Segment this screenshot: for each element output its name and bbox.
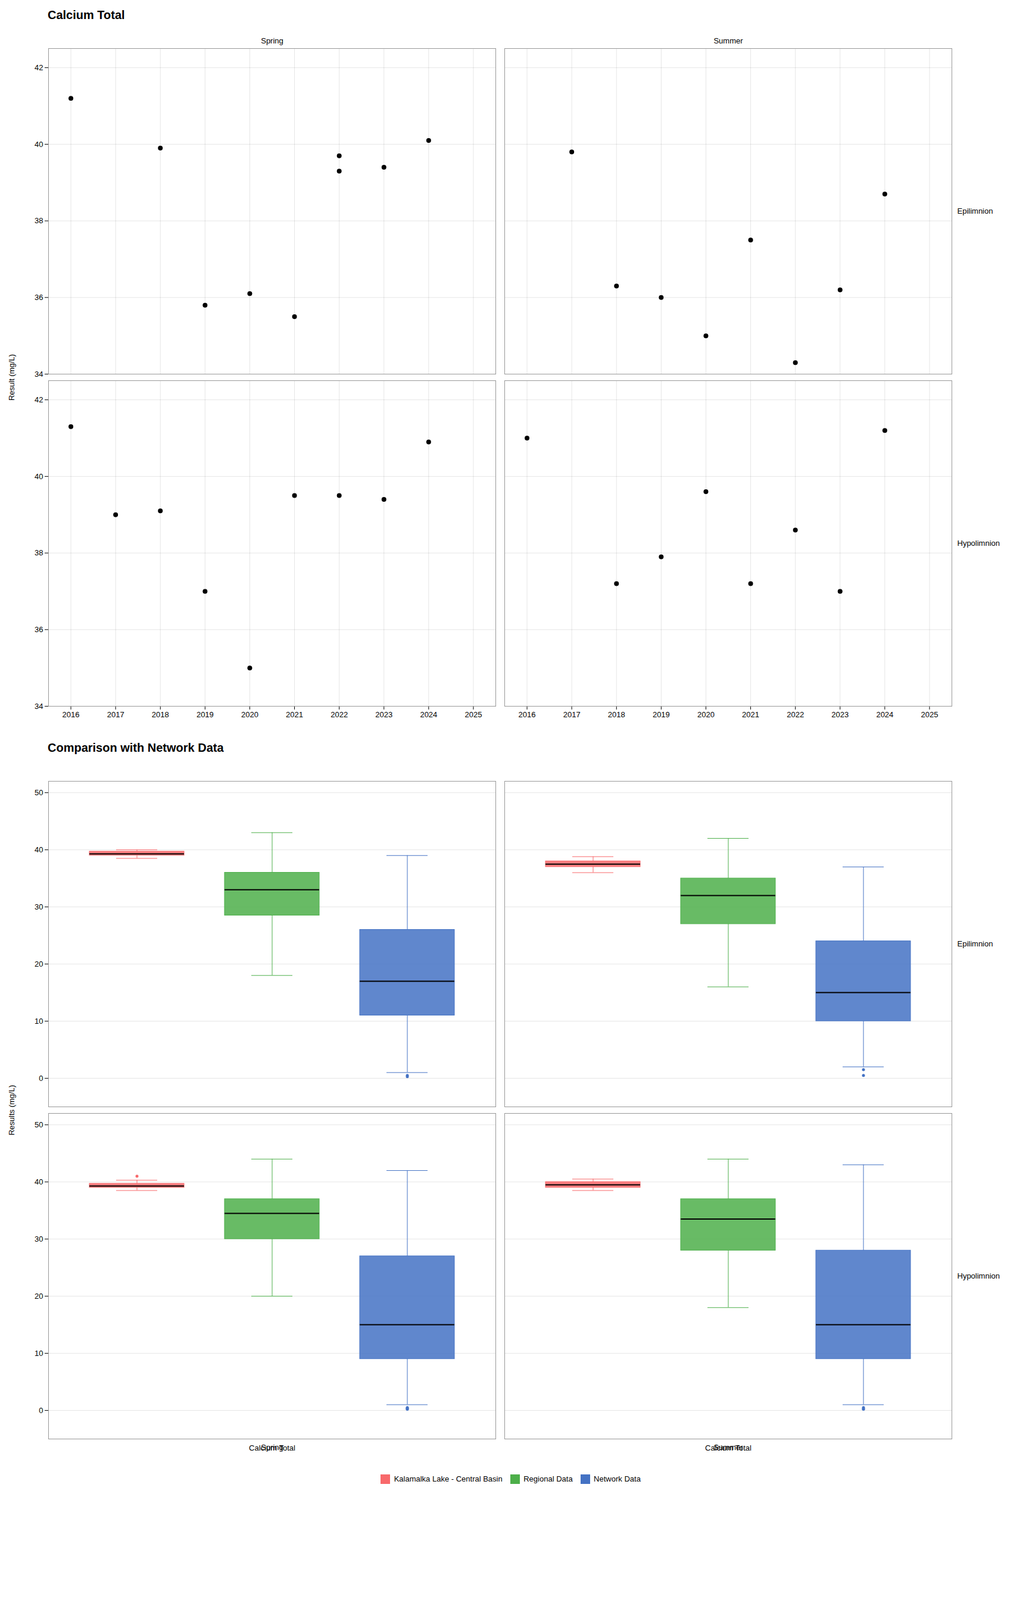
svg-text:2016: 2016 [518,710,536,720]
svg-text:2017: 2017 [107,710,125,720]
svg-text:40: 40 [34,472,43,482]
svg-text:34: 34 [34,369,43,379]
html-text:Kalamalka Lake - Central Basin: Kalamalka Lake - Central Basin [393,1475,503,1484]
svg-text:20: 20 [34,959,43,969]
svg-text:2024: 2024 [419,710,438,720]
svg-text:Epilimnion: Epilimnion [957,939,994,949]
svg-text:2023: 2023 [375,710,393,720]
svg-text:42: 42 [34,63,43,73]
svg-text:2025: 2025 [464,710,482,720]
svg-text:2022: 2022 [786,710,804,720]
svg-text:Results (mg/L): Results (mg/L) [7,1085,17,1137]
svg-text:42: 42 [34,395,43,405]
svg-text:0: 0 [38,1406,43,1416]
svg-text:Calcium Total: Calcium Total [705,1444,752,1453]
svg-text:34: 34 [34,702,43,712]
svg-text:10: 10 [34,1017,43,1027]
svg-text:2023: 2023 [831,710,849,720]
svg-text:2020: 2020 [697,710,715,720]
svg-text:Spring: Spring [260,36,284,46]
svg-text:2020: 2020 [241,710,259,720]
svg-text:40: 40 [34,1177,43,1187]
svg-text:38: 38 [34,548,43,558]
svg-text:Epilimnion: Epilimnion [957,206,994,216]
svg-text:2022: 2022 [330,710,348,720]
svg-text:40: 40 [34,139,43,149]
svg-text:Result (mg/L): Result (mg/L) [7,354,17,401]
svg-text:30: 30 [34,902,43,912]
svg-text:2017: 2017 [563,710,581,720]
svg-text:2019: 2019 [652,710,670,720]
html-text:Comparison with Network Data: Comparison with Network Data [47,741,224,755]
svg-text:0: 0 [38,1074,43,1084]
html-text:Network Data: Network Data [593,1475,641,1484]
svg-text:Calcium Total: Calcium Total [248,1444,296,1453]
svg-text:30: 30 [34,1235,43,1244]
svg-text:40: 40 [34,845,43,855]
svg-text:Summer: Summer [713,36,744,46]
html-text:Regional Data: Regional Data [523,1475,573,1484]
svg-text:50: 50 [34,1120,43,1130]
svg-text:2018: 2018 [151,710,170,720]
svg-text:20: 20 [34,1292,43,1302]
svg-text:38: 38 [34,216,43,226]
svg-text:50: 50 [34,788,43,798]
svg-text:Hypolimnion: Hypolimnion [957,538,1001,548]
svg-text:2019: 2019 [196,710,214,720]
svg-text:Hypolimnion: Hypolimnion [957,1271,1001,1281]
svg-text:2024: 2024 [875,710,894,720]
svg-text:10: 10 [34,1349,43,1359]
svg-text:2021: 2021 [285,710,304,720]
svg-text:2018: 2018 [607,710,626,720]
svg-text:2021: 2021 [741,710,760,720]
svg-text:36: 36 [34,625,43,635]
svg-text:2025: 2025 [920,710,938,720]
html-text:Calcium Total: Calcium Total [47,8,125,22]
svg-text:36: 36 [34,292,43,302]
svg-text:2016: 2016 [62,710,80,720]
